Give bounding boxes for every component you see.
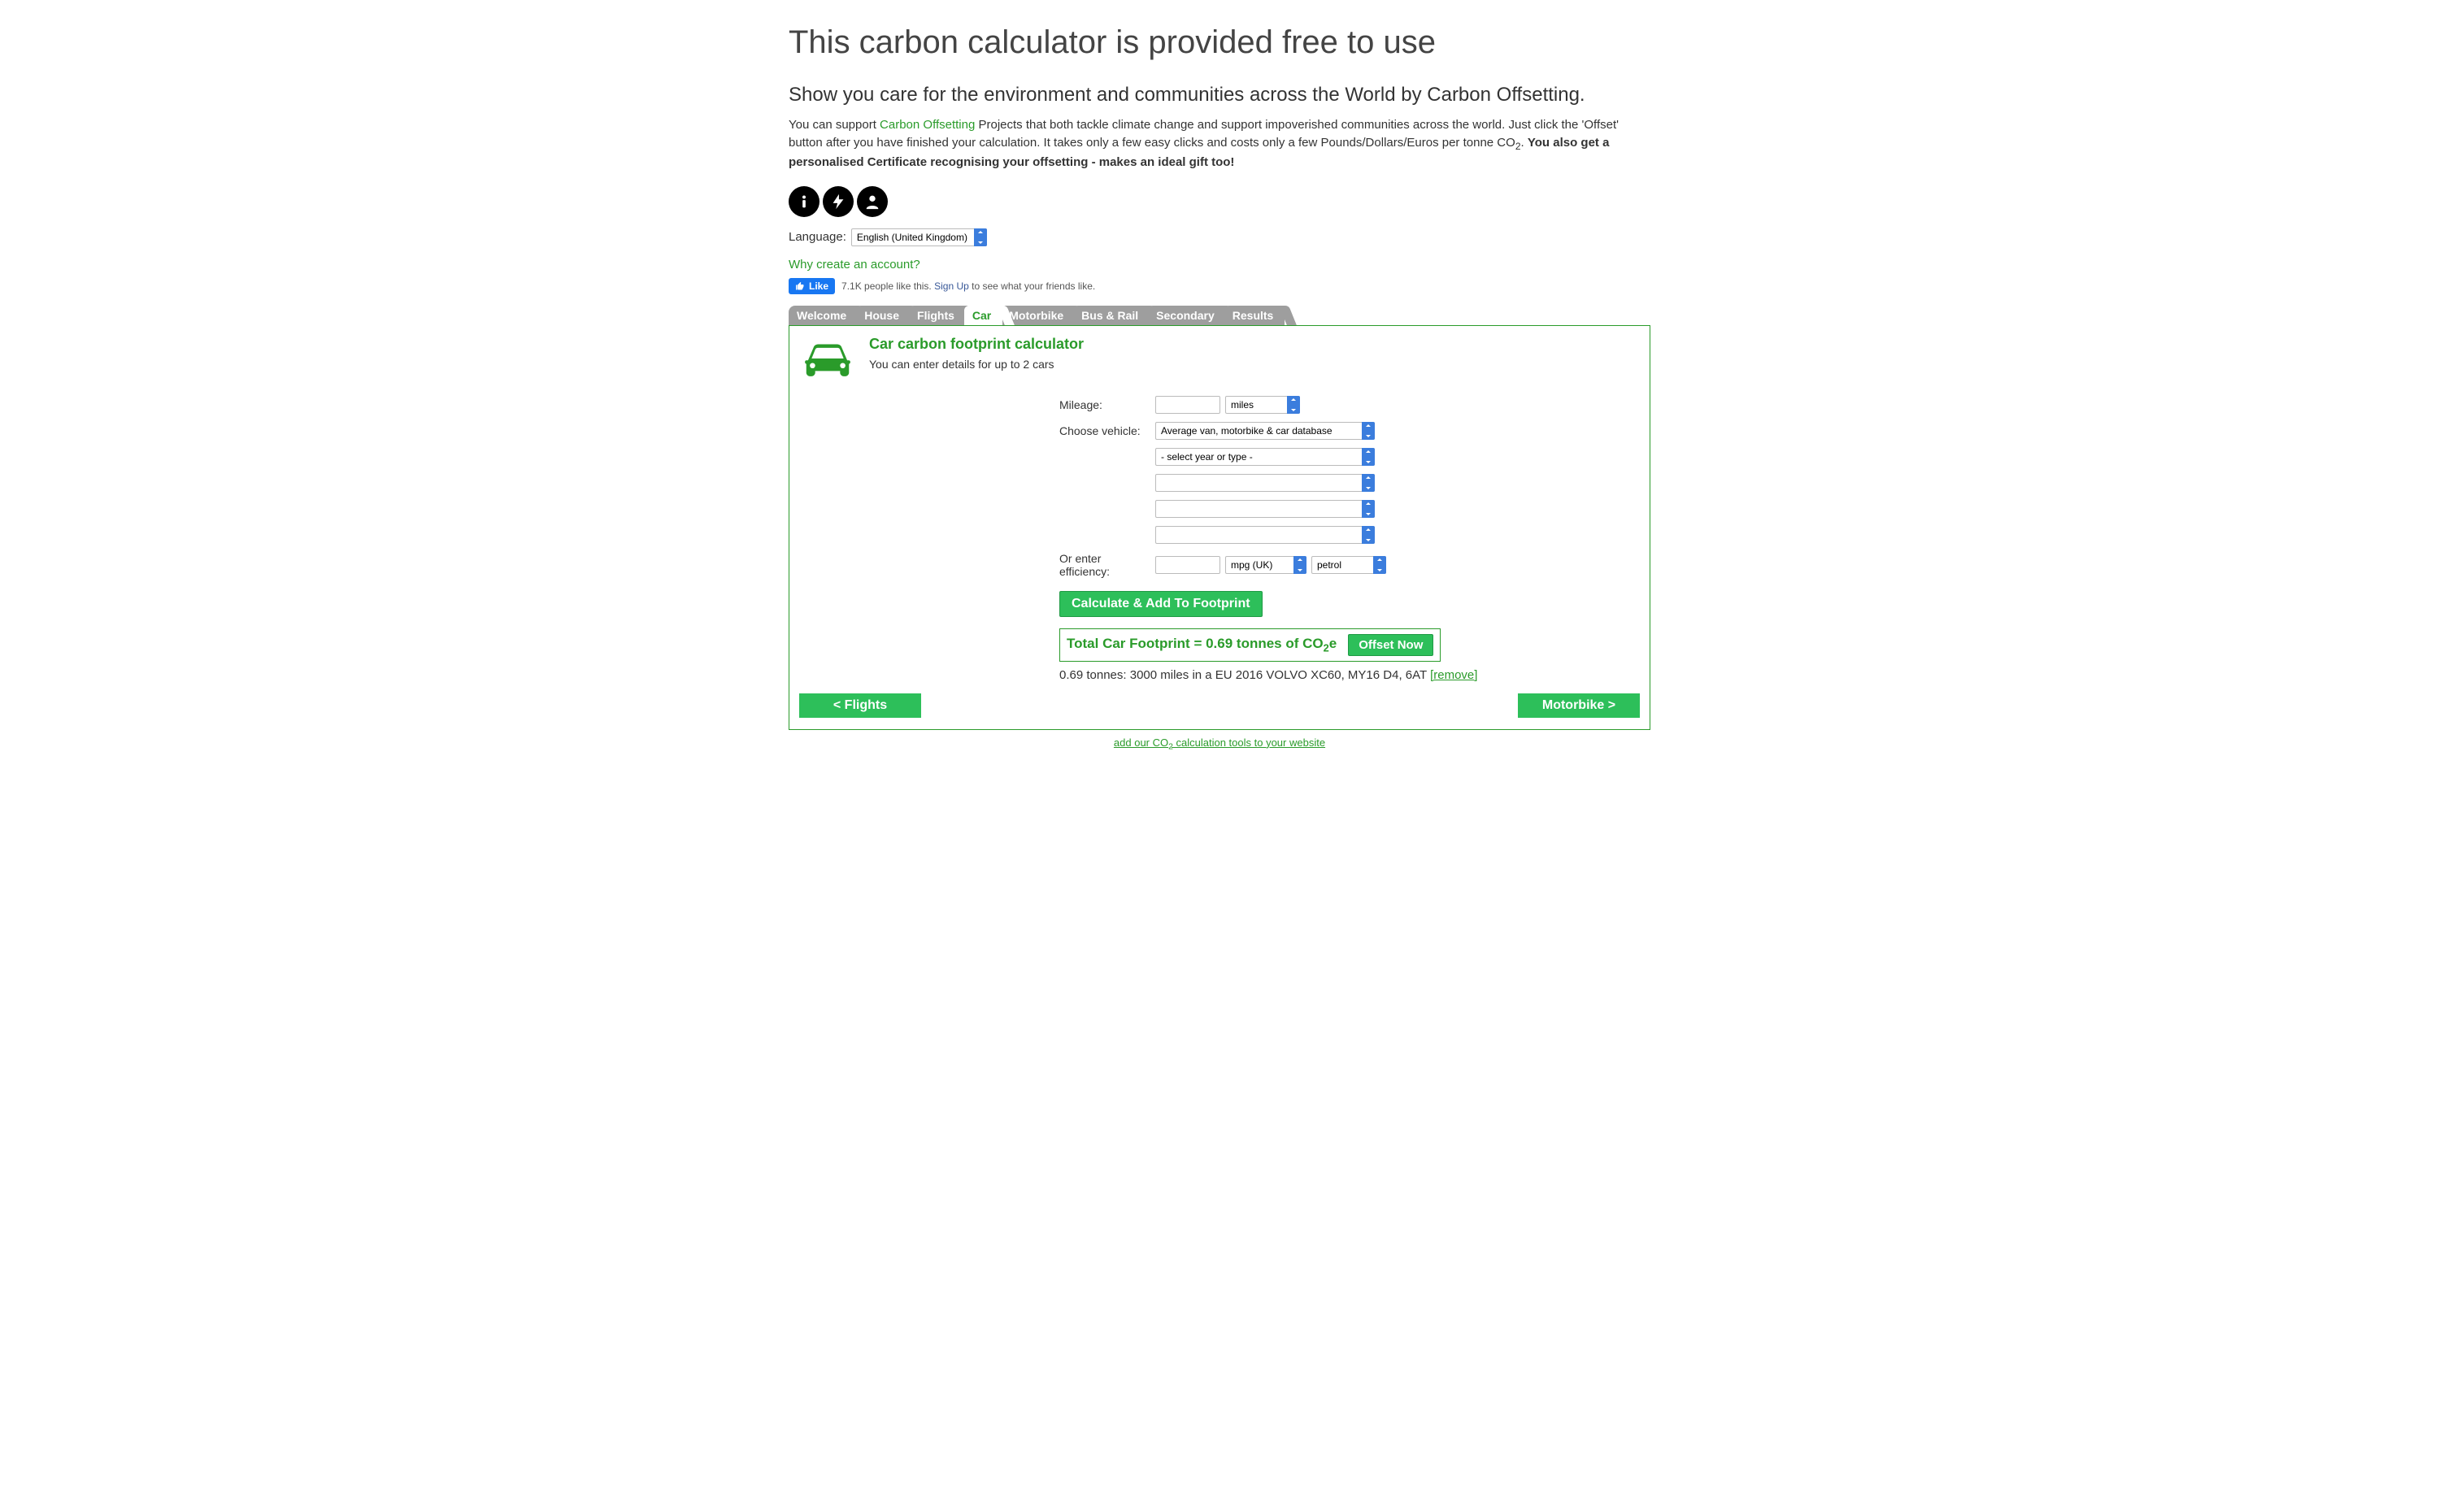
- language-select[interactable]: English (United Kingdom): [851, 228, 987, 246]
- intro-paragraph: You can support Carbon Offsetting Projec…: [789, 116, 1650, 172]
- why-create-account-link[interactable]: Why create an account?: [789, 258, 920, 272]
- bottom-link-row: add our CO2 calculation tools to your we…: [789, 736, 1650, 752]
- carbon-offsetting-link[interactable]: Carbon Offsetting: [880, 118, 975, 132]
- panel-header: Car carbon footprint calculator You can …: [799, 336, 1640, 381]
- vehicle-db-select[interactable]: Average van, motorbike & car database: [1155, 422, 1375, 440]
- tab-bus-rail[interactable]: Bus & Rail: [1073, 306, 1150, 325]
- language-label: Language:: [789, 230, 846, 244]
- vehicle-year-select[interactable]: - select year or type -: [1155, 448, 1375, 466]
- facebook-text: 7.1K people like this. Sign Up to see wh…: [841, 280, 1095, 292]
- panel-title: Car carbon footprint calculator: [869, 336, 1084, 353]
- vehicle-select-5[interactable]: [1155, 526, 1375, 544]
- nav-row: < Flights Motorbike >: [799, 693, 1640, 718]
- tab-flights[interactable]: Flights: [909, 306, 966, 325]
- car-panel: Car carbon footprint calculator You can …: [789, 325, 1650, 730]
- total-sub: 2: [1324, 642, 1329, 654]
- facebook-like-row: Like 7.1K people like this. Sign Up to s…: [789, 278, 1650, 294]
- bottom-pre: add our CO: [1114, 736, 1168, 749]
- tab-house[interactable]: House: [856, 306, 911, 325]
- mileage-input[interactable]: [1155, 396, 1220, 414]
- facebook-like-label: Like: [809, 280, 828, 292]
- next-motorbike-button[interactable]: Motorbike >: [1518, 693, 1640, 718]
- add-tools-link[interactable]: add our CO2 calculation tools to your we…: [1114, 736, 1325, 749]
- detail-line: 0.69 tonnes: 3000 miles in a EU 2016 VOL…: [1059, 668, 1640, 682]
- detail-text: 0.69 tonnes: 3000 miles in a EU 2016 VOL…: [1059, 668, 1430, 682]
- remove-link[interactable]: [remove]: [1430, 668, 1477, 682]
- calculate-button[interactable]: Calculate & Add To Footprint: [1059, 591, 1263, 617]
- language-row: Language: English (United Kingdom): [789, 228, 1650, 246]
- total-pre: Total Car Footprint = 0.69 tonnes of CO: [1067, 636, 1324, 651]
- user-icon[interactable]: [857, 186, 888, 217]
- efficiency-label: Or enter efficiency:: [1059, 552, 1150, 578]
- intro-text: You can support: [789, 118, 880, 132]
- vehicle-select-3[interactable]: [1155, 474, 1375, 492]
- form-area: Mileage: miles Choose vehicle: Average v…: [1059, 396, 1515, 578]
- efficiency-input[interactable]: [1155, 556, 1220, 574]
- tab-welcome[interactable]: Welcome: [789, 306, 858, 325]
- tab-results[interactable]: Results: [1224, 306, 1285, 325]
- bolt-icon[interactable]: [823, 186, 854, 217]
- page-title: This carbon calculator is provided free …: [789, 24, 1650, 61]
- mileage-unit-select[interactable]: miles: [1225, 396, 1300, 414]
- vehicle-label: Choose vehicle:: [1059, 424, 1150, 437]
- icon-row: [789, 186, 1650, 217]
- bottom-post: calculation tools to your website: [1173, 736, 1325, 749]
- total-text: Total Car Footprint = 0.69 tonnes of CO2…: [1067, 636, 1337, 654]
- subheading: Show you care for the environment and co…: [789, 84, 1650, 106]
- info-icon[interactable]: [789, 186, 820, 217]
- intro-sub: 2: [1515, 141, 1521, 152]
- thumbs-up-icon: [795, 281, 805, 291]
- car-icon: [799, 336, 856, 381]
- facebook-like-button[interactable]: Like: [789, 278, 835, 294]
- language-select-wrap: English (United Kingdom): [851, 228, 987, 246]
- tab-secondary[interactable]: Secondary: [1148, 306, 1226, 325]
- fuel-select[interactable]: petrol: [1311, 556, 1386, 574]
- efficiency-unit-select[interactable]: mpg (UK): [1225, 556, 1306, 574]
- fb-text-2: to see what your friends like.: [969, 280, 1095, 292]
- total-box: Total Car Footprint = 0.69 tonnes of CO2…: [1059, 628, 1441, 662]
- total-post: e: [1329, 636, 1337, 651]
- vehicle-select-4[interactable]: [1155, 500, 1375, 518]
- facebook-signup-link[interactable]: Sign Up: [934, 280, 969, 292]
- offset-now-button[interactable]: Offset Now: [1348, 634, 1433, 656]
- fb-text-1: 7.1K people like this.: [841, 280, 934, 292]
- tab-car[interactable]: Car: [964, 306, 1002, 325]
- panel-subtitle: You can enter details for up to 2 cars: [869, 358, 1084, 371]
- tabs: WelcomeHouseFlightsCarMotorbikeBus & Rai…: [789, 306, 1650, 325]
- intro-text-3: .: [1521, 136, 1528, 150]
- mileage-label: Mileage:: [1059, 398, 1150, 411]
- prev-flights-button[interactable]: < Flights: [799, 693, 921, 718]
